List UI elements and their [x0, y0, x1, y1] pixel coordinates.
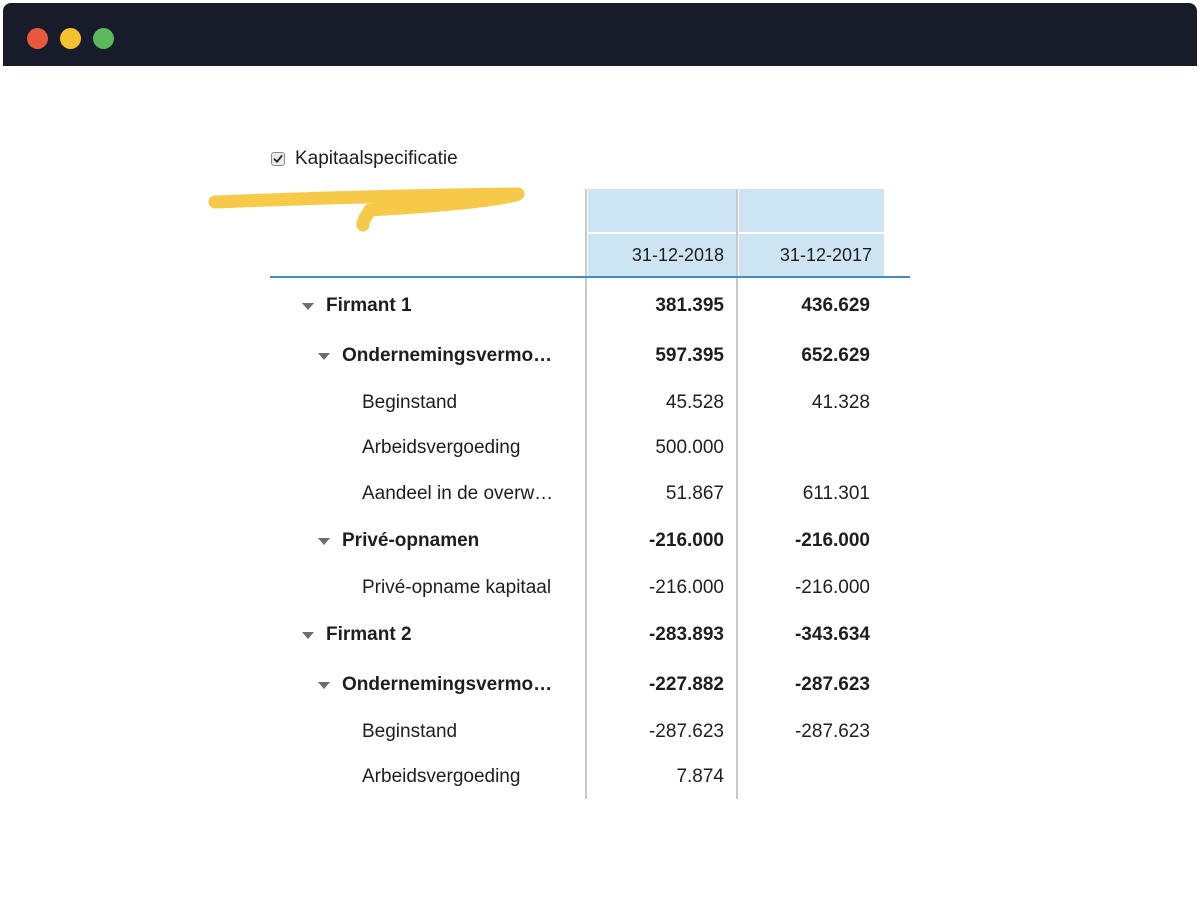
- row-label-text: Privé-opnamen: [342, 530, 480, 551]
- cell-2018: 45.528: [665, 392, 724, 413]
- cell-2018: -287.623: [648, 721, 724, 742]
- row-label-text: Beginstand: [362, 721, 458, 742]
- cell-2017: -216.000: [794, 577, 870, 598]
- cell-2018: -216.000: [648, 530, 724, 551]
- maximize-window-button[interactable]: [93, 28, 114, 49]
- row-label-text: Arbeidsvergoeding: [362, 766, 521, 787]
- cell-2018: 7.874: [676, 766, 724, 787]
- table-row[interactable]: Beginstand 45.528 41.328: [270, 388, 890, 418]
- column-divider: [585, 189, 587, 799]
- column-header-2018[interactable]: 31-12-2018: [588, 234, 736, 276]
- row-label: Firmant 2: [302, 624, 412, 646]
- row-label: Firmant 1: [302, 295, 412, 317]
- cell-2018: 500.000: [655, 437, 724, 458]
- table-row[interactable]: Arbeidsvergoeding 7.874: [270, 762, 890, 792]
- cell-2017: -216.000: [794, 530, 870, 551]
- cell-2017: -287.623: [794, 721, 870, 742]
- checkmark-icon: [273, 155, 283, 163]
- cell-2017: -343.634: [794, 624, 870, 645]
- cell-2017: 41.328: [811, 392, 870, 413]
- table-row[interactable]: Ondernemingsvermo… 597.395 652.629: [270, 341, 890, 371]
- row-label-text: Privé-opname kapitaal: [362, 577, 552, 598]
- window-title-bar: [3, 3, 1197, 66]
- close-window-button[interactable]: [27, 28, 48, 49]
- table-row[interactable]: Aandeel in de overw… 51.867 611.301: [270, 479, 890, 509]
- table-row[interactable]: Beginstand -287.623 -287.623: [270, 717, 890, 747]
- table-row[interactable]: Firmant 2 -283.893 -343.634: [270, 620, 890, 650]
- row-label-text: Firmant 1: [326, 295, 412, 316]
- row-label: Privé-opnamen: [318, 530, 479, 552]
- table-row[interactable]: Arbeidsvergoeding 500.000: [270, 433, 890, 463]
- header-underline: [270, 276, 910, 278]
- checkbox[interactable]: [271, 152, 285, 166]
- expand-triangle-icon[interactable]: [302, 302, 314, 310]
- column-header-group-2017: [739, 189, 884, 232]
- row-label: Arbeidsvergoeding: [362, 766, 520, 788]
- column-divider: [736, 189, 738, 799]
- cell-2018: -216.000: [648, 577, 724, 598]
- cell-2017: 652.629: [801, 345, 870, 366]
- row-label: Ondernemingsvermo…: [318, 674, 552, 696]
- row-label: Arbeidsvergoeding: [362, 437, 520, 459]
- row-label-text: Ondernemingsvermo…: [342, 674, 553, 695]
- row-label: Beginstand: [362, 721, 457, 743]
- row-label-text: Ondernemingsvermo…: [342, 345, 553, 366]
- row-label: Privé-opname kapitaal: [362, 577, 551, 599]
- column-header-2017[interactable]: 31-12-2017: [739, 234, 884, 276]
- table-row[interactable]: Ondernemingsvermo… -227.882 -287.623: [270, 670, 890, 700]
- row-label: Ondernemingsvermo…: [318, 345, 552, 367]
- column-header-group-2018: [588, 189, 736, 232]
- checkbox-label: Kapitaalspecificatie: [295, 148, 458, 169]
- cell-2017: 611.301: [802, 483, 870, 504]
- row-label-text: Aandeel in de overw…: [362, 483, 554, 504]
- cell-2018: 597.395: [655, 345, 724, 366]
- table-row[interactable]: Privé-opname kapitaal -216.000 -216.000: [270, 573, 890, 603]
- minimize-window-button[interactable]: [60, 28, 81, 49]
- cell-2018: 381.395: [655, 295, 724, 316]
- cell-2018: -227.882: [648, 674, 724, 695]
- table-row[interactable]: Privé-opnamen -216.000 -216.000: [270, 526, 890, 556]
- expand-triangle-icon[interactable]: [318, 352, 330, 360]
- row-label-text: Arbeidsvergoeding: [362, 437, 521, 458]
- highlight-marker-annotation: [208, 187, 525, 232]
- row-label: Beginstand: [362, 392, 457, 414]
- kapitaalspecificatie-toggle[interactable]: Kapitaalspecificatie: [271, 146, 458, 172]
- row-label-text: Beginstand: [362, 392, 458, 413]
- cell-2018: -283.893: [648, 624, 724, 645]
- cell-2017: -287.623: [794, 674, 870, 695]
- table-row[interactable]: Firmant 1 381.395 436.629: [270, 291, 890, 321]
- cell-2017: 436.629: [801, 295, 870, 316]
- expand-triangle-icon[interactable]: [318, 681, 330, 689]
- row-label-text: Firmant 2: [326, 624, 412, 645]
- expand-triangle-icon[interactable]: [318, 537, 330, 545]
- expand-triangle-icon[interactable]: [302, 631, 314, 639]
- row-label: Aandeel in de overw…: [362, 483, 553, 505]
- cell-2018: 51.867: [665, 483, 724, 504]
